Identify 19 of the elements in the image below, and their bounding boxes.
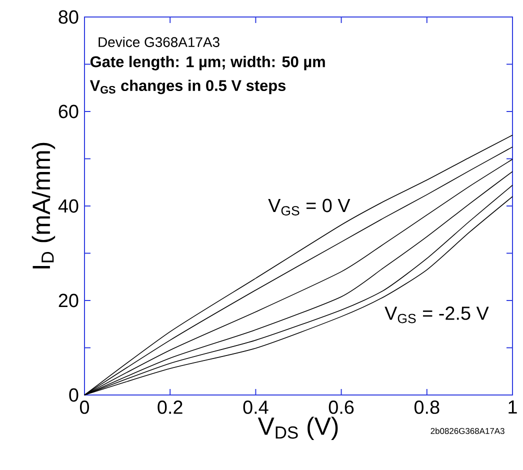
- x-tick-label: 0.6: [328, 400, 354, 414]
- annotation: V$_{GS}$ changes in 0.5 V steps: [90, 80, 286, 94]
- y-tick-label: 80: [58, 10, 78, 24]
- y-tick-label: 20: [58, 294, 78, 308]
- x-tick-label: 1: [508, 400, 517, 414]
- y-tick-label: 0: [69, 388, 78, 402]
- x-tick-label: 0.8: [414, 400, 440, 414]
- y-axis-title: I$_{D}$ (mA/mm): [32, 142, 56, 268]
- annotation: V$_{GS}$ = 0 V: [268, 198, 350, 216]
- x-tick-label: 0.4: [243, 400, 268, 414]
- annotation: V$_{GS}$ = -2.5 V: [384, 306, 489, 324]
- annotation: Device G368A17A3: [98, 36, 220, 48]
- y-tick-label: 40: [58, 199, 78, 213]
- annotation: Gate length: 1 µm; width: 50 µm: [90, 56, 325, 70]
- x-tick-label: 0: [80, 400, 90, 414]
- y-tick-label: 60: [58, 104, 78, 118]
- x-tick-label: 0.2: [158, 400, 182, 414]
- text: 2b0826G368A17A3: [430, 428, 504, 434]
- x-axis-title: V$_{DS}$ (V): [258, 416, 338, 440]
